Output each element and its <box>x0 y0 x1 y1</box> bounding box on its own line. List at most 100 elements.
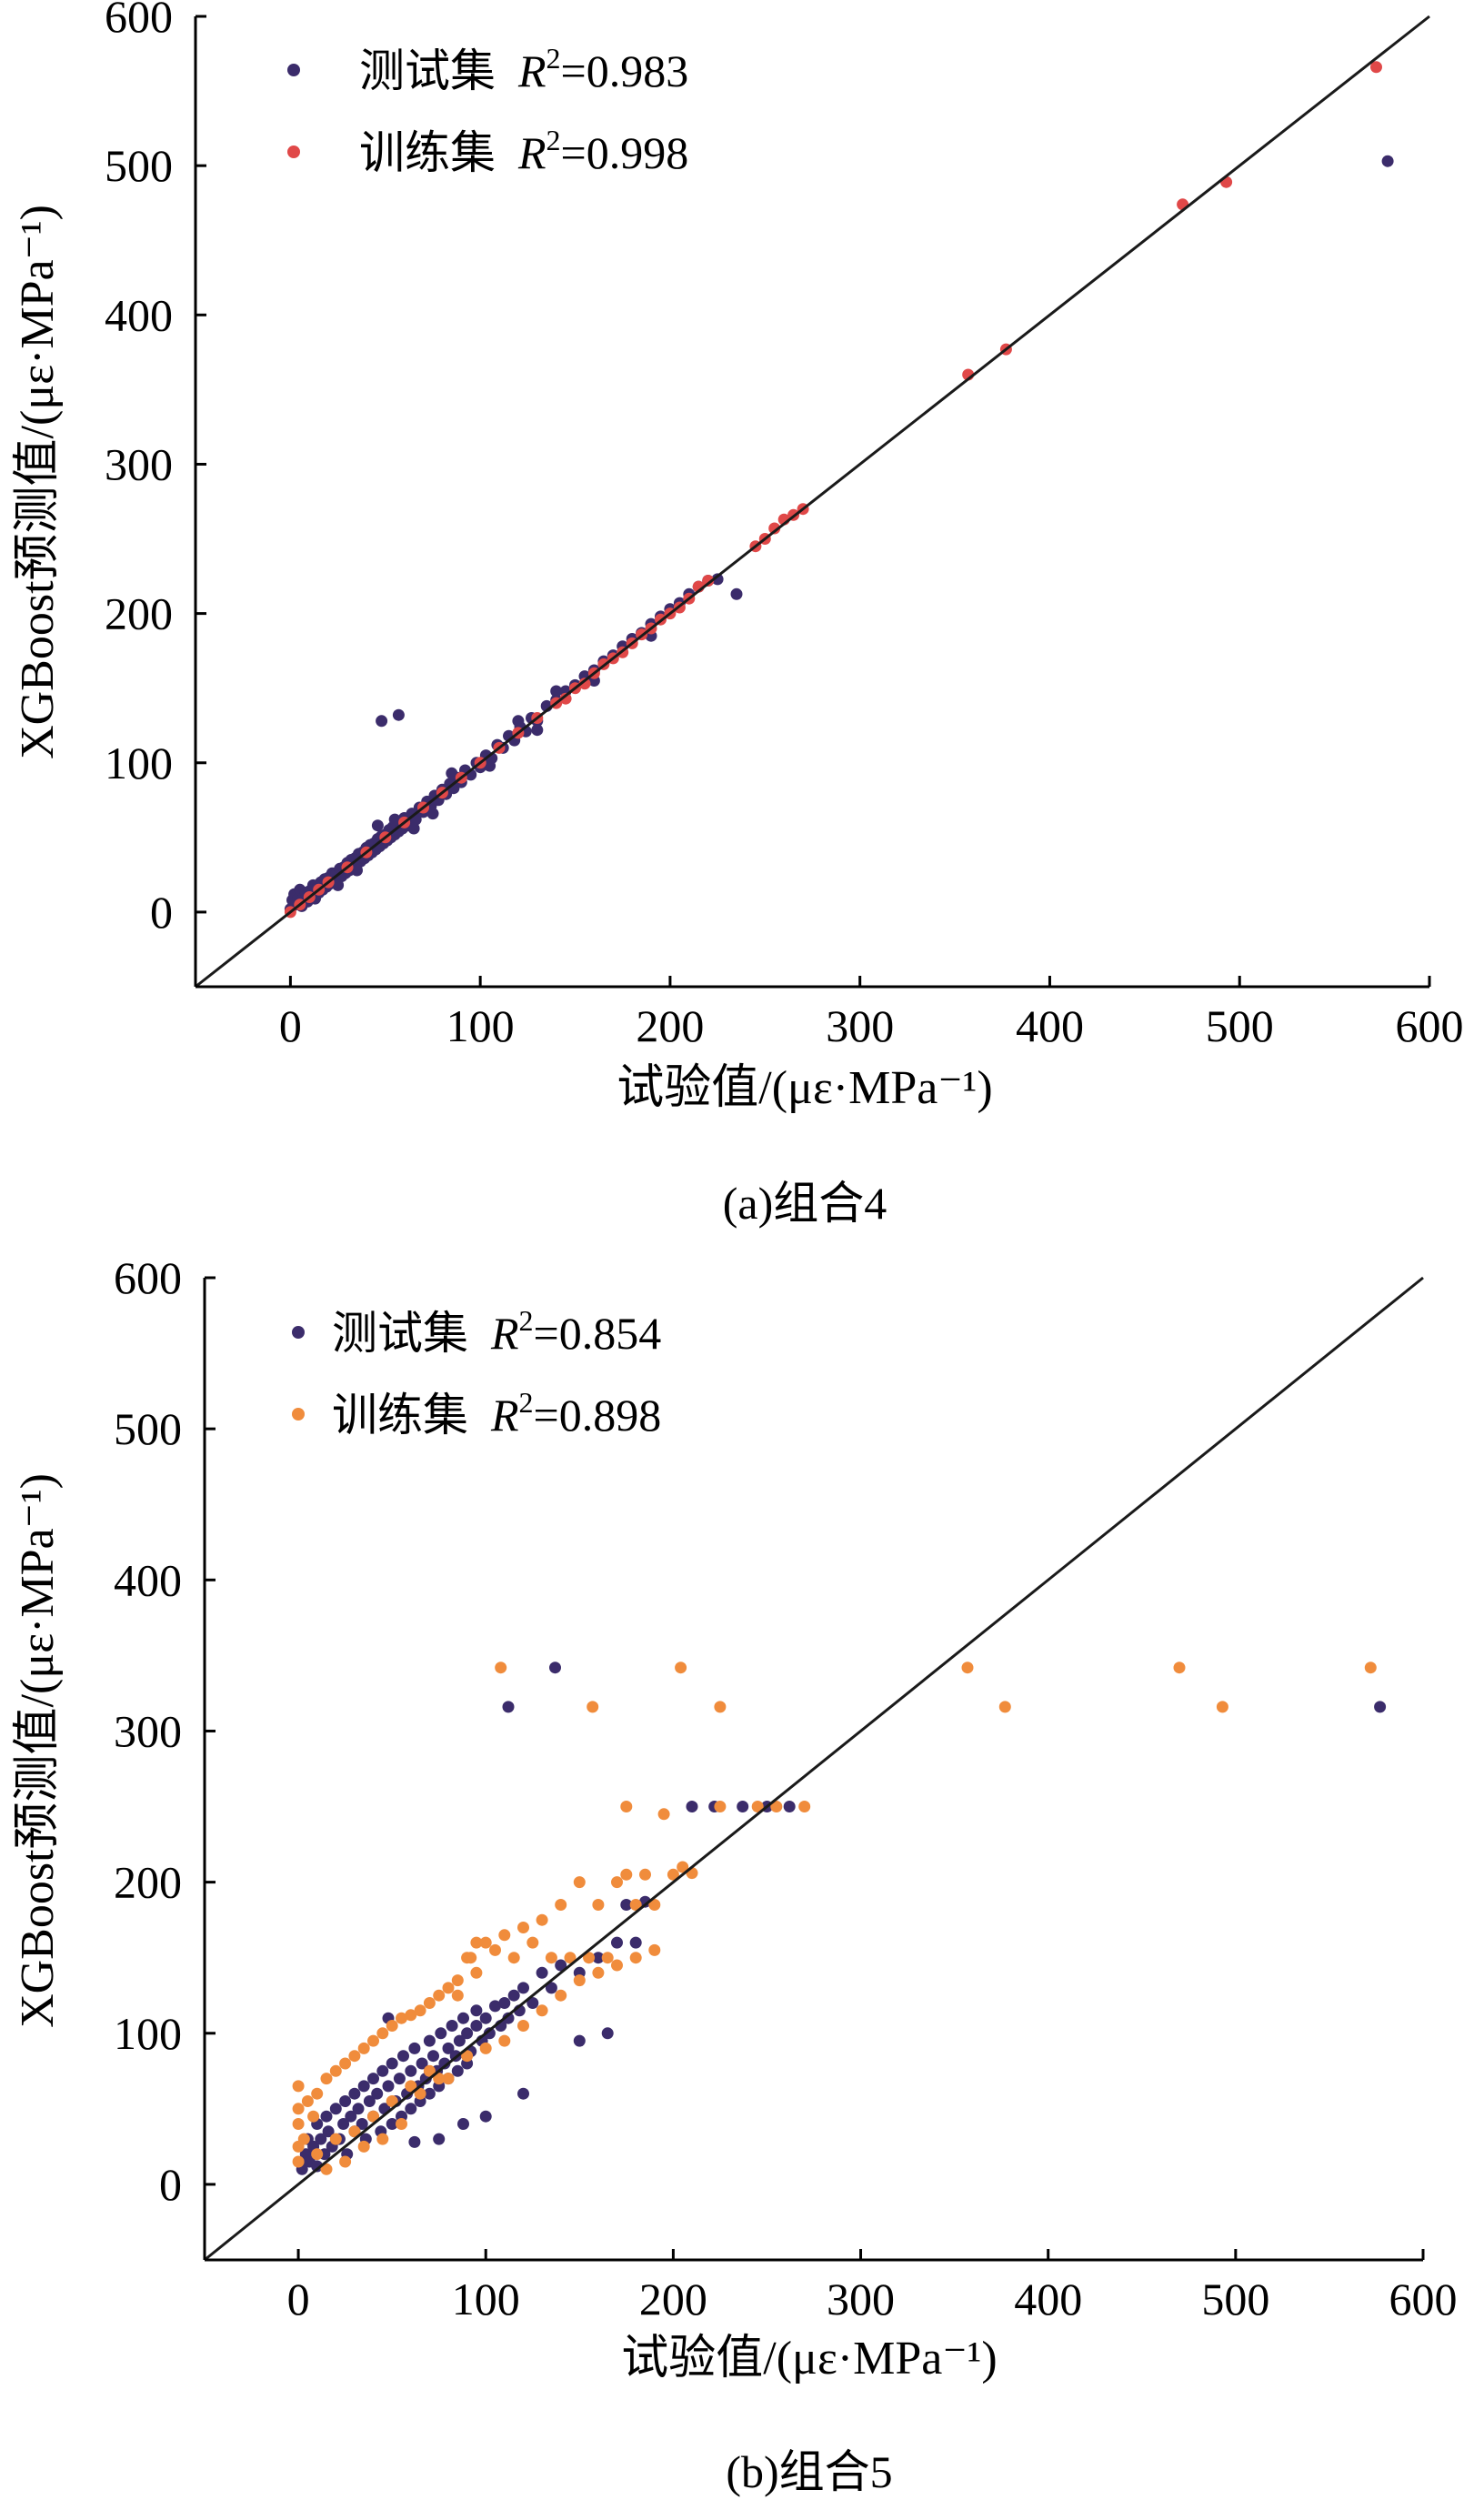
train-point-12 <box>348 2050 361 2063</box>
train-point-57 <box>320 2163 333 2175</box>
train-point-81 <box>770 1801 783 1812</box>
test-point-53 <box>442 2042 455 2054</box>
test-point-110 <box>376 715 388 728</box>
train-point-76 <box>648 1943 661 1956</box>
scatter-points <box>284 61 1394 919</box>
train-point-33 <box>545 1952 557 1964</box>
train-point-68 <box>498 2034 511 2047</box>
test-point-99 <box>433 2133 446 2145</box>
legend-label-train: 训练集 <box>359 127 496 178</box>
train-point-89 <box>1173 1662 1186 1674</box>
train-point-46 <box>677 1861 689 1873</box>
train-point-3 <box>292 2103 305 2115</box>
test-point-37 <box>397 2050 409 2063</box>
test-point-20 <box>352 2103 365 2115</box>
test-point-113 <box>388 813 401 826</box>
train-point-86 <box>714 1701 727 1713</box>
train-point-53 <box>396 2118 407 2130</box>
test-point-100 <box>457 2118 469 2130</box>
train-point-91 <box>1364 1662 1377 1674</box>
y-tick-label-100: 100 <box>105 738 173 788</box>
test-point-86 <box>573 2034 586 2047</box>
train-point-40 <box>611 1876 623 1889</box>
chart-panel-b: 0 100 200 300 400 500 600 0 100 200 300 400 500 600 试… <box>12 1252 1458 2497</box>
train-point-84 <box>587 1701 599 1713</box>
panel-caption: (b)组合5 <box>726 2446 892 2497</box>
train-point-10 <box>329 2064 342 2077</box>
test-point-108 <box>711 573 724 586</box>
x-tick-label-100: 100 <box>452 2274 520 2324</box>
x-tick-label-400: 400 <box>1016 1000 1084 1051</box>
superscript-2: 2 <box>519 1304 534 1337</box>
y-axis-title: XGBoost预测值/(με·MPa⁻¹) <box>12 1473 64 2028</box>
test-point-63 <box>470 2020 483 2032</box>
train-point-16 <box>386 2020 398 2032</box>
y-tick-label-600: 600 <box>105 0 173 42</box>
test-point-21 <box>356 2118 368 2130</box>
train-point-77 <box>620 1801 633 1812</box>
train-point-49 <box>470 1936 483 1949</box>
test-point-114 <box>351 864 363 877</box>
x-tick-label-200: 200 <box>636 1000 704 1051</box>
x-axis-title: 试验值/(με·MPa⁻¹) <box>617 1062 992 1114</box>
test-point-32 <box>386 2118 398 2130</box>
x-tick-label-600: 600 <box>1389 2274 1458 2324</box>
tick-labels: 0 100 200 300 400 500 600 0 100 200 300 400 500 600 <box>114 1252 1458 2324</box>
train-point-13 <box>357 2042 370 2054</box>
train-point-36 <box>573 1876 586 1889</box>
test-point-78 <box>555 1959 567 1972</box>
test-point-26 <box>367 2073 379 2085</box>
r-squared-symbol: R <box>490 1308 519 1359</box>
test-point-29 <box>376 2064 389 2077</box>
train-point-87 <box>961 1662 974 1674</box>
test-point-95 <box>502 1701 515 1713</box>
legend: 测试集 R2=0.854 训练集 R2=0.898 <box>292 1304 661 1441</box>
train-point-83 <box>495 1662 507 1674</box>
train-point-9 <box>320 2073 333 2085</box>
test-point-98 <box>408 2135 421 2148</box>
train-point-20 <box>423 1997 436 2009</box>
test-point-47 <box>423 2087 436 2100</box>
test-point-83 <box>620 1899 633 1911</box>
superscript-2: 2 <box>519 1386 534 1419</box>
train-point-73 <box>592 1966 605 1979</box>
axes <box>194 15 1431 989</box>
train-point-19 <box>578 678 591 690</box>
test-point-59 <box>457 2012 469 2024</box>
test-point-91 <box>737 1801 749 1812</box>
train-point-4 <box>292 2080 305 2093</box>
test-point-115 <box>332 878 345 891</box>
x-tick-label-200: 200 <box>639 2274 707 2324</box>
legend-r2-value-train: =0.998 <box>561 127 689 178</box>
legend-marker-train <box>292 1408 305 1421</box>
train-point-39 <box>601 1952 614 1964</box>
train-point-11 <box>339 2057 352 2070</box>
train-point-43 <box>639 1868 651 1881</box>
test-point-119 <box>484 759 496 772</box>
test-point-82 <box>629 1936 642 1949</box>
train-point-48 <box>465 1952 477 1964</box>
r-squared-symbol: R <box>517 127 546 178</box>
train-point-56 <box>339 2155 352 2168</box>
test-point-51 <box>435 2027 447 2040</box>
test-point-80 <box>592 1952 605 1964</box>
test-point-33 <box>386 2057 398 2070</box>
train-point-22 <box>442 1982 455 1994</box>
y-tick-label-500: 500 <box>114 1403 182 1454</box>
test-point-5 <box>311 2160 324 2173</box>
train-point-66 <box>461 2050 474 2063</box>
test-point-58 <box>453 2034 466 2047</box>
y-tick-label-300: 300 <box>114 1705 182 1756</box>
x-tick-label-400: 400 <box>1014 2274 1082 2324</box>
test-point-46 <box>423 2034 436 2047</box>
test-point-94 <box>549 1662 561 1674</box>
train-point-60 <box>348 2125 361 2138</box>
train-point-82 <box>798 1801 811 1812</box>
train-point-52 <box>414 2087 426 2100</box>
train-point-30 <box>517 1922 529 1933</box>
train-point-63 <box>405 2080 417 2093</box>
y-tick-label-300: 300 <box>105 438 173 489</box>
train-point-41 <box>620 1868 633 1881</box>
test-point-112 <box>371 819 384 832</box>
y-tick-label-200: 200 <box>105 588 173 639</box>
